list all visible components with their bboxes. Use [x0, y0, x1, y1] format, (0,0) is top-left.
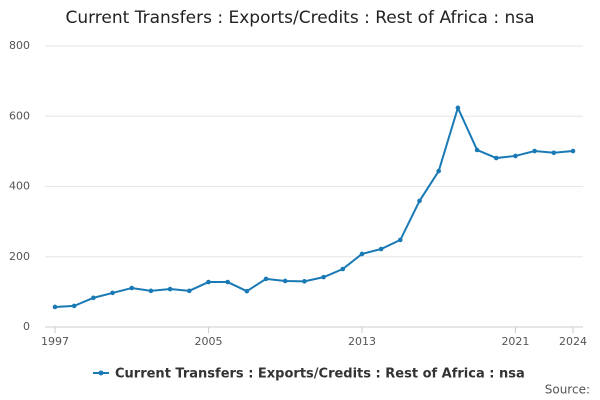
y-tick-label: 400: [9, 180, 30, 193]
point: [225, 279, 230, 285]
y-tick-label: 200: [9, 250, 30, 263]
point: [167, 286, 173, 292]
point: [110, 290, 115, 296]
point: [186, 288, 192, 294]
y-tick-label: 600: [9, 109, 30, 122]
point: [493, 155, 499, 161]
x-tick-label: 2013: [348, 335, 376, 348]
point: [206, 279, 211, 285]
point: [551, 150, 557, 156]
point: [455, 105, 461, 111]
point: [91, 295, 96, 301]
chart-title: Current Transfers : Exports/Credits : Re…: [65, 8, 534, 28]
x-tick-label: 2024: [559, 335, 587, 348]
point: [532, 148, 537, 154]
point: [263, 276, 269, 282]
legend-marker: [98, 370, 104, 376]
point: [244, 288, 250, 294]
point: [474, 147, 480, 153]
point: [359, 251, 365, 257]
point: [570, 148, 576, 154]
y-tick-label: 800: [9, 39, 30, 52]
x-tick-label: 1997: [41, 335, 69, 348]
point: [436, 168, 442, 174]
point: [282, 278, 288, 284]
x-tick-label: 2021: [501, 335, 529, 348]
point: [513, 153, 518, 159]
line: [54, 104, 574, 308]
legend-label: Current Transfers : Exports/Credits : Re…: [115, 367, 525, 382]
point: [340, 266, 346, 272]
point: [302, 279, 307, 284]
y-tick-label: 0: [23, 320, 30, 333]
point: [398, 237, 403, 243]
x-tick-label: 2005: [194, 335, 222, 348]
point: [321, 274, 326, 280]
point: [417, 198, 422, 204]
point: [52, 304, 58, 310]
source-label: Source:: [545, 383, 590, 397]
point: [129, 285, 135, 291]
point: [148, 288, 154, 294]
point: [71, 303, 77, 309]
point: [378, 246, 384, 252]
